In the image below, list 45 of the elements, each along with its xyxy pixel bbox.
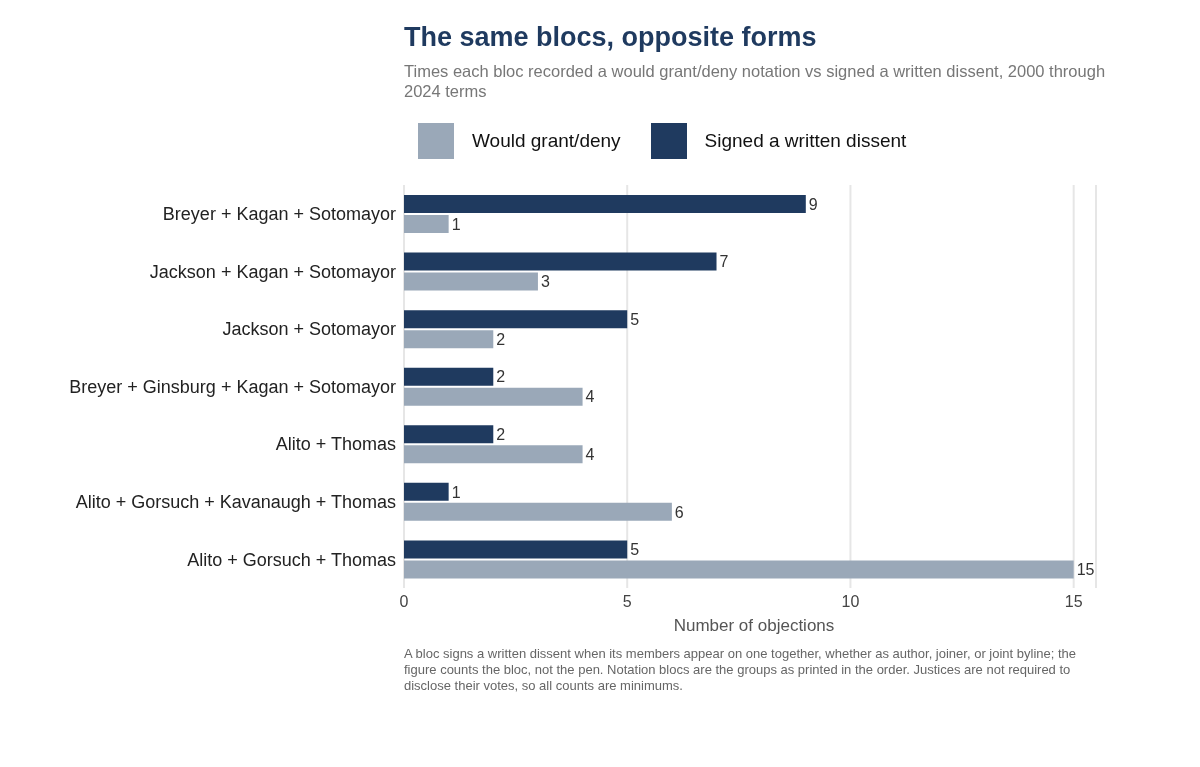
x-tick-label: 0 — [399, 593, 409, 611]
y-tick-label: Alito + Gorsuch + Thomas — [187, 549, 396, 570]
data-label: 4 — [585, 388, 595, 406]
x-tick-label: 5 — [622, 593, 632, 611]
data-label: 2 — [496, 330, 506, 348]
data-label: 6 — [674, 503, 684, 521]
bar — [404, 445, 583, 464]
chart-subtitle: Times each bloc recorded a would grant/deny notation vs signed a written dissent, 2000 through 2024 terms — [404, 61, 1107, 101]
data-label: 15 — [1076, 561, 1095, 579]
y-tick-label: Jackson + Kagan + Sotomayor — [149, 261, 396, 282]
bar — [404, 330, 494, 349]
bar — [404, 502, 672, 521]
bar — [404, 195, 806, 213]
data-label: 2 — [496, 368, 506, 386]
data-label: 1 — [451, 215, 461, 233]
x-axis-title: Number of objections — [672, 616, 836, 636]
bar — [404, 252, 717, 271]
data-label: 1 — [451, 483, 461, 501]
chart-title: The same blocs, opposite forms — [404, 22, 818, 53]
data-label: 2 — [496, 425, 506, 443]
y-tick-label: Jackson + Sotomayor — [222, 319, 396, 340]
data-label: 3 — [540, 273, 550, 291]
data-label: 5 — [630, 541, 640, 559]
x-tick-label: 10 — [841, 593, 860, 611]
bar — [404, 540, 628, 559]
y-tick-label: Alito + Thomas — [275, 434, 396, 455]
bar — [404, 482, 449, 501]
legend-label: Would grant/deny — [472, 130, 621, 152]
bar — [404, 215, 449, 233]
legend-label: Signed a written dissent — [704, 130, 907, 152]
bar — [404, 272, 538, 291]
data-label: 7 — [719, 253, 729, 271]
text: A bloc signs a written dissent when its members appear on one together, whether as author, joiner, or joint byline; the figure counts the bloc, not the pen. Notation blocs are the groups as printed in the order. Justices are not required to disclose their votes, so all counts are minimums. — [404, 646, 1078, 694]
data-label: 4 — [585, 445, 595, 463]
y-tick-label: Breyer + Kagan + Sotomayor — [162, 204, 396, 225]
bar — [404, 367, 494, 386]
bar — [404, 560, 1074, 579]
y-tick-label: Breyer + Ginsburg + Kagan + Sotomayor — [69, 376, 396, 397]
bar — [404, 310, 628, 329]
bar — [404, 387, 583, 406]
data-label: 9 — [808, 195, 818, 213]
x-tick-label: 15 — [1064, 593, 1083, 611]
data-label: 5 — [630, 310, 640, 328]
y-tick-label: Alito + Gorsuch + Kavanaugh + Thomas — [75, 492, 396, 513]
bar — [404, 425, 494, 444]
